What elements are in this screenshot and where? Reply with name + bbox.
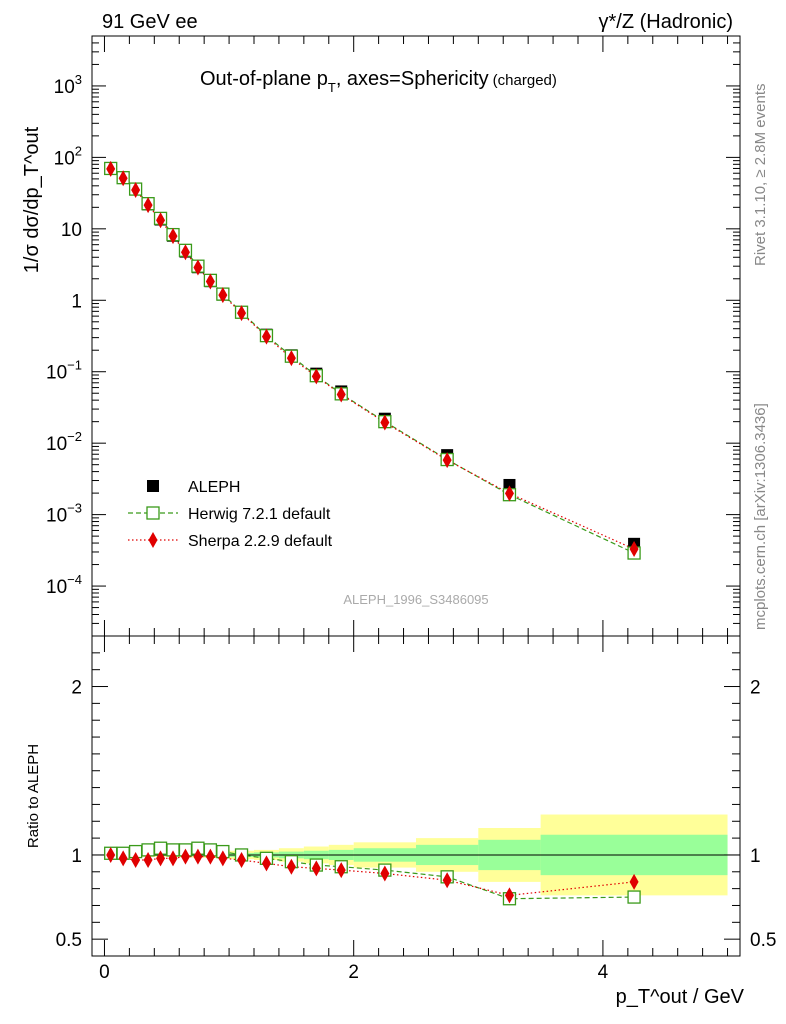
main-point-s2-16 bbox=[442, 452, 452, 469]
main-y-tick-label: 10−4 bbox=[46, 572, 82, 598]
x-tick-label: 2 bbox=[348, 962, 359, 983]
main-y-tick-label: 10−3 bbox=[46, 501, 82, 527]
ratio-series-layer bbox=[104, 841, 641, 906]
main-point-s0-17 bbox=[503, 478, 516, 491]
main-point-s2-4 bbox=[156, 212, 166, 229]
main-y-tick-label: 10−1 bbox=[46, 358, 82, 384]
main-point-s2-13 bbox=[311, 368, 321, 385]
ratio-y-axis-label: Ratio to ALEPH bbox=[25, 744, 42, 848]
ratio-y-tick-label-right: 1 bbox=[750, 846, 761, 867]
main-point-s2-17 bbox=[504, 485, 514, 502]
ratio-point-s1-10 bbox=[237, 852, 247, 868]
ratio-point-s1-2 bbox=[131, 852, 141, 868]
plot-title: Out-of-plane pT, axes=Sphericity (charged… bbox=[200, 68, 557, 95]
main-y-tick-label: 1 bbox=[71, 291, 82, 312]
rivet-label: Rivet 3.1.10, ≥ 2.8M events bbox=[752, 84, 769, 267]
ratio-point-s1-15 bbox=[380, 865, 390, 882]
ratio-y-tick-label: 1 bbox=[71, 846, 82, 867]
legend: ALEPH Herwig 7.2.1 default Sherpa 2.2.9 … bbox=[128, 479, 333, 550]
main-point-s2-5 bbox=[168, 228, 178, 245]
main-y-tick-label: 102 bbox=[54, 143, 82, 169]
ratio-point-s1-4 bbox=[156, 850, 166, 867]
legend-marker-sherpa bbox=[148, 532, 158, 548]
ratio-point-s1-12 bbox=[286, 858, 296, 875]
x-axis-label: p_T^out / GeV bbox=[616, 986, 745, 1008]
ratio-point-s1-7 bbox=[193, 848, 203, 865]
channel-label: γ*/Z (Hadronic) bbox=[599, 11, 733, 33]
main-y-tick-label: 103 bbox=[54, 72, 82, 98]
main-point-s2-14 bbox=[336, 386, 346, 403]
main-point-s2-2 bbox=[131, 181, 141, 198]
main-point-s2-10 bbox=[237, 305, 247, 322]
legend-marker-herwig bbox=[146, 506, 160, 520]
main-point-s2-7 bbox=[193, 259, 203, 276]
ratio-point-s1-9 bbox=[218, 850, 228, 867]
ratio-axis-ticks: 0 2 4 0.5 0.5 1 1 2 2 bbox=[56, 636, 776, 983]
ratio-y-axis-label-text: Ratio to ALEPH bbox=[25, 744, 42, 848]
ratio-point-s1-5 bbox=[168, 850, 178, 867]
mcplots-label-text: mcplots.cern.ch [arXiv:1306.3436] bbox=[752, 403, 769, 630]
main-y-tick-label: 10 bbox=[61, 220, 82, 241]
ratio-point-s1-16 bbox=[442, 872, 452, 889]
ratio-point-s0-18 bbox=[627, 890, 641, 904]
ratio-point-s1-11 bbox=[261, 855, 271, 872]
ratio-y-tick-label-right: 0.5 bbox=[750, 930, 776, 951]
plot-title-sub: T bbox=[328, 80, 336, 95]
legend-label-herwig: Herwig 7.2.1 default bbox=[188, 506, 331, 523]
ratio-point-s1-8 bbox=[205, 848, 215, 865]
main-point-s2-12 bbox=[286, 350, 296, 367]
main-series-layer bbox=[104, 160, 641, 560]
ratio-panel-frame bbox=[91, 635, 741, 957]
main-axis-ticks: 10−4 10−3 10−2 10−1 1 10 102 103 bbox=[46, 35, 740, 637]
ratio-point-s1-3 bbox=[143, 852, 153, 868]
main-y-axis-label-text: 1/σ dσ/dp_T^out bbox=[21, 126, 43, 273]
x-tick-label: 4 bbox=[598, 962, 609, 983]
main-point-s2-1 bbox=[118, 170, 128, 187]
mcplots-label: mcplots.cern.ch [arXiv:1306.3436] bbox=[752, 403, 769, 630]
main-point-s2-0 bbox=[106, 160, 116, 177]
plot-title-main: Out-of-plane p bbox=[200, 68, 328, 90]
ratio-point-s1-13 bbox=[311, 860, 321, 877]
ratio-point-s1-17 bbox=[504, 887, 514, 904]
main-y-tick-label: 10−2 bbox=[46, 429, 82, 455]
x-tick-label: 0 bbox=[99, 962, 110, 983]
plot-title-rest: , axes=Sphericity bbox=[336, 68, 489, 90]
main-point-s2-15 bbox=[380, 414, 390, 431]
main-point-s2-18 bbox=[629, 541, 639, 558]
ratio-point-s1-18 bbox=[629, 873, 639, 890]
ratio-point-s1-14 bbox=[336, 862, 346, 879]
main-point-s2-9 bbox=[218, 287, 228, 304]
process-label: 91 GeV ee bbox=[102, 11, 198, 33]
ratio-point-s1-6 bbox=[180, 848, 190, 865]
main-point-s2-11 bbox=[261, 328, 271, 345]
ratio-y-tick-label-right: 2 bbox=[750, 678, 761, 699]
main-y-axis-label: 1/σ dσ/dp_T^out bbox=[21, 126, 43, 273]
analysis-watermark: ALEPH_1996_S3486095 bbox=[343, 592, 488, 607]
legend-label-aleph: ALEPH bbox=[188, 479, 240, 496]
main-point-s2-8 bbox=[205, 273, 215, 290]
rivet-label-text: Rivet 3.1.10, ≥ 2.8M events bbox=[752, 84, 769, 267]
main-point-s2-6 bbox=[180, 244, 190, 261]
legend-marker-aleph bbox=[147, 480, 159, 492]
main-point-s2-3 bbox=[143, 197, 153, 214]
legend-label-sherpa: Sherpa 2.2.9 default bbox=[188, 533, 333, 550]
ratio-y-tick-label: 0.5 bbox=[56, 930, 82, 951]
ratio-point-s1-1 bbox=[118, 850, 128, 867]
ratio-y-tick-label: 2 bbox=[71, 678, 82, 699]
plot-title-small: (charged) bbox=[493, 72, 557, 89]
ratio-point-s1-0 bbox=[106, 846, 116, 863]
